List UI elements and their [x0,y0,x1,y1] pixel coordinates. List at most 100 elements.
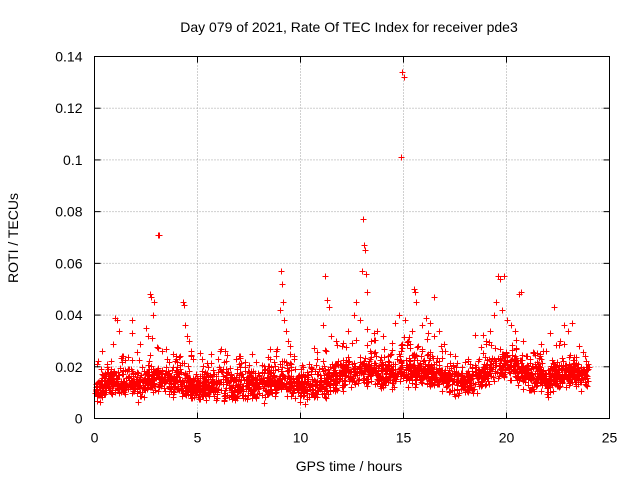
scatter-point [145,333,152,340]
scatter-point [534,359,541,366]
scatter-point [304,369,311,376]
scatter-point [104,361,111,368]
scatter-point [501,273,508,280]
x-tick-label: 0 [91,430,99,446]
scatter-point [298,366,305,373]
scatter-point [423,315,430,322]
scatter-point [278,268,285,275]
scatter-point [388,351,395,358]
scatter-point [320,322,327,329]
scatter-point [110,341,117,348]
scatter-point [419,322,426,329]
scatter-point [569,320,576,327]
scatter-point [586,364,593,371]
scatter-point [281,317,288,324]
scatter-point [357,317,364,324]
x-axis-label: GPS time / hours [296,458,403,474]
scatter-point [267,356,274,363]
x-tick-label: 20 [499,430,515,446]
scatter-point [368,338,375,345]
y-tick-label: 0.1 [63,152,83,168]
scatter-point [473,364,480,371]
scatter-point [487,328,494,335]
scatter-point [374,328,381,335]
scatter-point [195,377,202,384]
scatter-cloud [92,326,592,408]
scatter-point [137,341,144,348]
scatter-point [129,330,136,337]
scatter-point [431,333,438,340]
scatter-point [186,338,193,345]
scatter-point [360,216,367,223]
scatter-point [256,372,263,379]
scatter-point [520,338,527,345]
scatter-point [291,353,298,360]
scatter-point [362,247,369,254]
scatter-point [504,317,511,324]
y-tick-label: 0.12 [55,100,82,116]
scatter-point [166,359,173,366]
scatter-point [150,312,157,319]
scatter-point [180,299,187,306]
scatter-point [363,271,370,278]
scatter-point [333,338,340,345]
scatter-point [326,304,333,311]
scatter-point [512,328,519,335]
scatter-point [582,353,589,360]
scatter-point [396,312,403,319]
scatter-point [493,299,500,306]
x-tick-label: 15 [396,430,412,446]
scatter-point [399,69,406,76]
scatter-point [411,286,418,293]
y-tick-label: 0.04 [55,307,82,323]
scatter-point [149,335,156,342]
scatter-point [285,338,292,345]
scatter-point [116,328,123,335]
scatter-point [551,304,558,311]
scatter-point [413,299,420,306]
scatter-point [561,322,568,329]
scatter-point [114,317,121,324]
scatter-point [279,281,286,288]
scatter-point [353,299,360,306]
x-tick-label: 10 [293,430,309,446]
scatter-point [184,333,191,340]
scatter-point [170,351,177,358]
scatter-point [364,289,371,296]
scatter-point [273,353,280,360]
scatter-point [398,154,405,161]
scatter-point [427,320,434,327]
scatter-point [345,328,352,335]
scatter-point [215,356,222,363]
scatter-point [339,343,346,350]
scatter-point [361,242,368,249]
y-tick-label: 0 [75,411,83,427]
scatter-point [181,302,188,309]
y-tick-label: 0.02 [55,359,82,375]
grid-lines [94,56,610,419]
scatter-point [236,361,243,368]
y-tick-label: 0.06 [55,255,82,271]
scatter-point [98,366,105,373]
scatter-point [508,322,515,329]
scatter-point [188,348,195,355]
scatter-point [524,353,531,360]
scatter-point [182,322,189,329]
scatter-point [401,74,408,81]
scatter-point [412,289,419,296]
scatter-point [431,294,438,301]
scatter-point [129,317,136,324]
scatter-point [436,328,443,335]
scatter-point [147,291,154,298]
scatter-point [225,369,232,376]
scatter-point [402,317,409,324]
scatter-point [425,330,432,337]
scatter-point [287,343,294,350]
scatter-point [280,299,287,306]
scatter-point [324,297,331,304]
scatter-point [277,307,284,314]
scatter-point [576,343,583,350]
scatter-point [174,359,181,366]
scatter-point [217,348,224,355]
